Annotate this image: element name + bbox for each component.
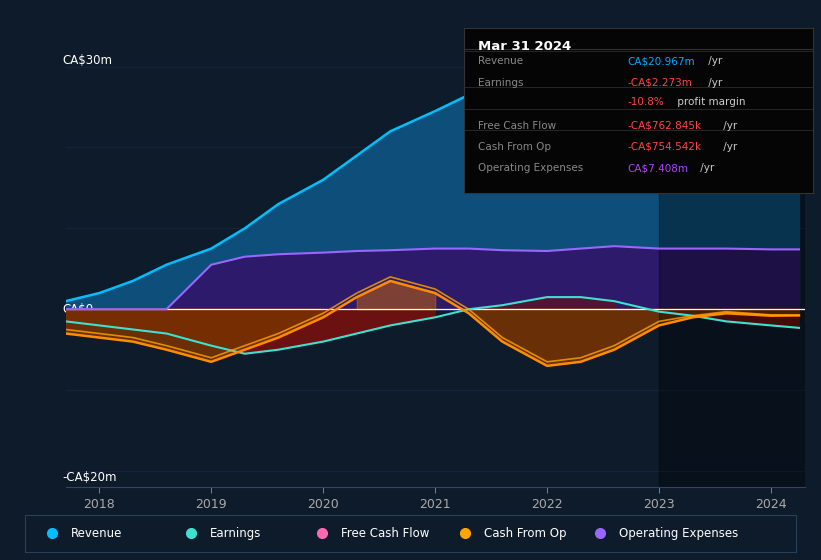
Text: -CA$2.273m: -CA$2.273m xyxy=(628,78,693,87)
Text: CA$20.967m: CA$20.967m xyxy=(628,56,695,66)
Text: -CA$754.542k: -CA$754.542k xyxy=(628,142,702,152)
Text: profit margin: profit margin xyxy=(674,97,745,108)
Text: CA$30m: CA$30m xyxy=(62,54,112,67)
Text: Free Cash Flow: Free Cash Flow xyxy=(478,120,556,130)
Text: Operating Expenses: Operating Expenses xyxy=(619,527,738,540)
Text: CA$7.408m: CA$7.408m xyxy=(628,164,689,174)
Text: Earnings: Earnings xyxy=(210,527,261,540)
Text: Cash From Op: Cash From Op xyxy=(478,142,551,152)
Text: Cash From Op: Cash From Op xyxy=(484,527,566,540)
Text: -CA$762.845k: -CA$762.845k xyxy=(628,120,702,130)
Text: Free Cash Flow: Free Cash Flow xyxy=(341,527,429,540)
Text: Mar 31 2024: Mar 31 2024 xyxy=(478,40,571,53)
Text: /yr: /yr xyxy=(720,142,737,152)
Text: Operating Expenses: Operating Expenses xyxy=(478,164,583,174)
Text: /yr: /yr xyxy=(704,78,722,87)
Text: /yr: /yr xyxy=(697,164,714,174)
Text: -CA$20m: -CA$20m xyxy=(62,471,117,484)
Text: Earnings: Earnings xyxy=(478,78,523,87)
Bar xyxy=(659,50,805,487)
Text: -10.8%: -10.8% xyxy=(628,97,665,108)
Text: /yr: /yr xyxy=(720,120,737,130)
Text: CA$0: CA$0 xyxy=(62,303,93,316)
Text: Revenue: Revenue xyxy=(71,527,122,540)
Text: Revenue: Revenue xyxy=(478,56,523,66)
Text: /yr: /yr xyxy=(704,56,722,66)
